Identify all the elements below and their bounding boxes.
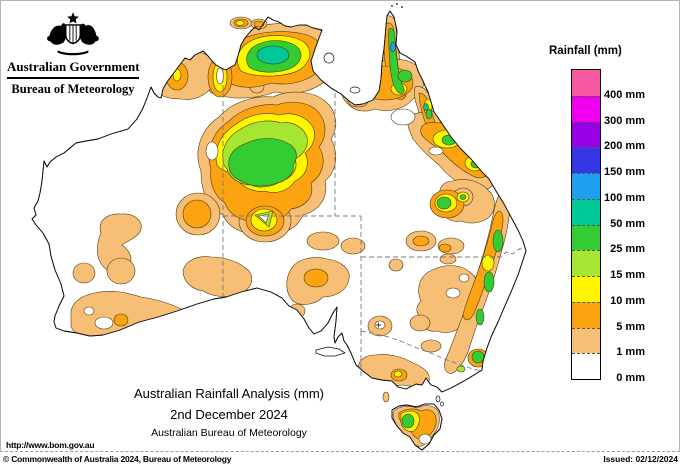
analysis-title: Australian Rainfall Analysis (mm) <box>133 386 324 401</box>
copyright-text: © Commonwealth of Australia 2024, Bureau… <box>3 454 232 464</box>
legend-label: 25 mm <box>610 243 645 256</box>
legend-swatch <box>572 121 600 148</box>
bureau-title: Bureau of Meteorology <box>11 82 135 96</box>
map-caption: Australian Rainfall Analysis (mm) 2nd De… <box>59 386 399 439</box>
bom-url: http://www.bom.gov.au <box>6 440 95 450</box>
australia-rainfall-map <box>31 3 527 451</box>
legend-label: 0 mm <box>616 372 645 384</box>
legend-label: 1 mm <box>616 346 645 359</box>
issued-date: Issued: 02/12/2024 <box>603 454 678 464</box>
rainfall-contours <box>70 15 511 447</box>
legend-swatch <box>572 250 600 276</box>
legend-title: Rainfall (mm) <box>549 45 622 57</box>
islands <box>229 3 444 407</box>
state-borders <box>222 69 525 378</box>
map-panel: Australian Government Bureau of Meteorol… <box>0 0 680 452</box>
legend-swatch <box>572 198 600 225</box>
legend-label: 150 mm <box>604 166 645 178</box>
legend-label: 50 mm <box>610 217 645 230</box>
analysis-subtitle: Australian Bureau of Meteorology <box>151 427 307 439</box>
legend-swatch <box>572 301 600 328</box>
legend-label: 5 mm <box>616 320 645 333</box>
legend-swatch <box>572 353 600 379</box>
legend-swatch <box>572 276 600 302</box>
legend-label: 15 mm <box>610 269 645 281</box>
legend-label: 10 mm <box>610 294 645 307</box>
government-title: Australian Government <box>7 59 140 74</box>
legend-swatch <box>572 224 600 251</box>
legend-label: 200 mm <box>604 140 645 153</box>
legend-bar <box>571 69 601 380</box>
legend-swatch <box>572 147 600 173</box>
legend-swatch <box>572 173 600 199</box>
analysis-date: 2nd December 2024 <box>170 407 288 422</box>
legend-swatch <box>572 95 600 122</box>
branding-divider <box>7 77 139 79</box>
legend-swatch <box>572 327 600 354</box>
bureau-branding: Australian Government Bureau of Meteorol… <box>7 11 140 97</box>
legend-label: 100 mm <box>604 191 645 204</box>
coastline <box>31 10 527 451</box>
legend-label: 300 mm <box>604 114 645 127</box>
legend-label: 400 mm <box>604 88 645 101</box>
coat-of-arms-icon <box>47 12 99 56</box>
legend-swatch <box>572 70 600 96</box>
